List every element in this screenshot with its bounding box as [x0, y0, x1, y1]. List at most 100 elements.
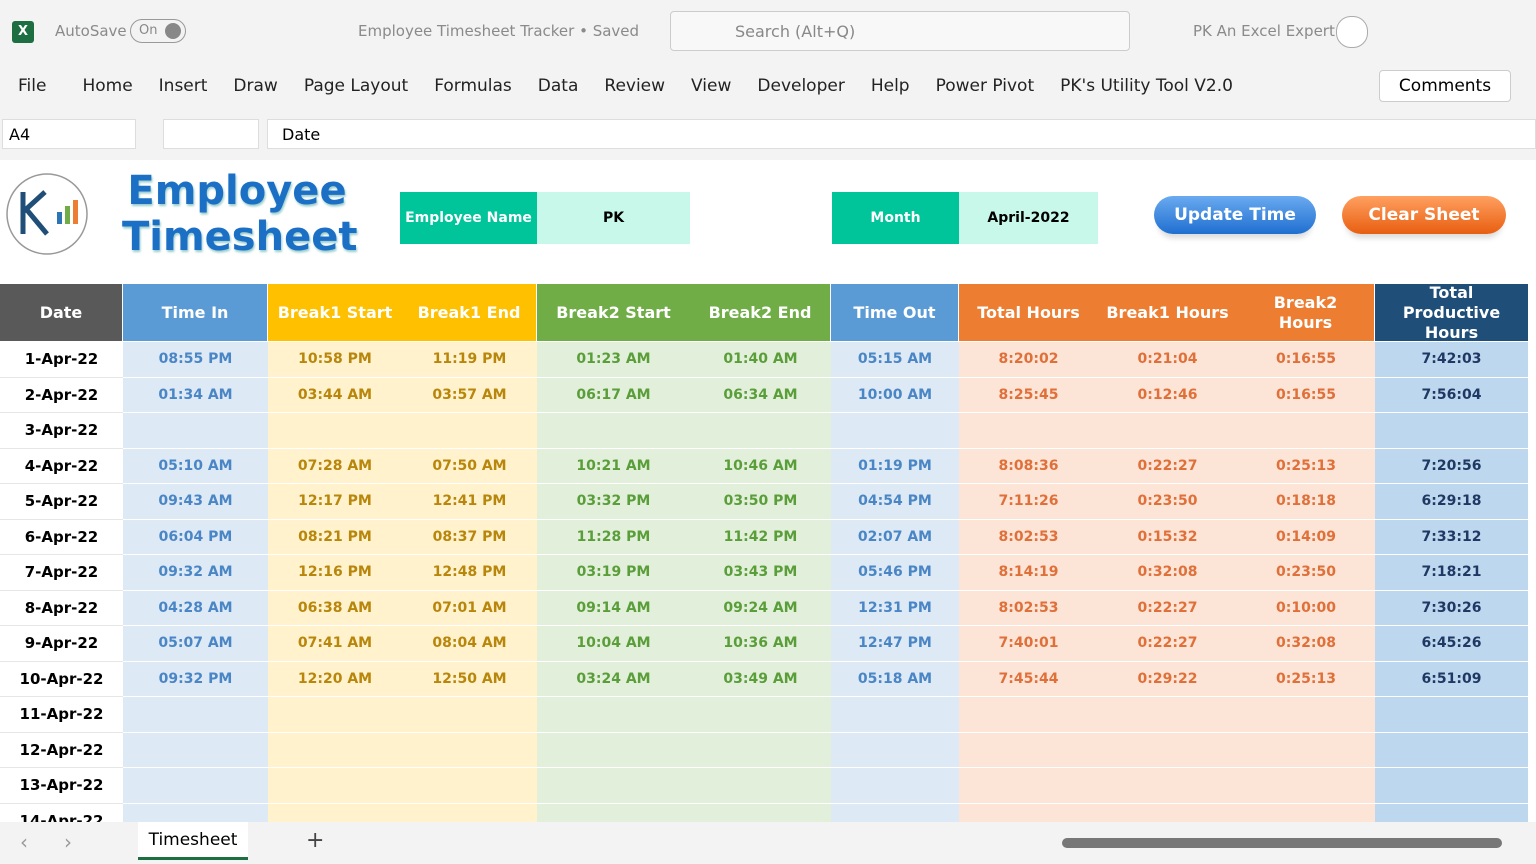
- time-cell[interactable]: [402, 803, 537, 822]
- time-cell[interactable]: 7:42:03: [1375, 342, 1528, 378]
- time-cell[interactable]: 6:51:09: [1375, 661, 1528, 697]
- time-cell[interactable]: [402, 768, 537, 804]
- ribbon-tab[interactable]: Help: [870, 76, 910, 96]
- time-cell[interactable]: 0:32:08: [1098, 555, 1237, 591]
- time-cell[interactable]: 8:02:53: [959, 590, 1098, 626]
- time-cell[interactable]: [268, 768, 402, 804]
- time-cell[interactable]: 0:32:08: [1237, 626, 1375, 662]
- employee-value[interactable]: PK: [537, 192, 690, 244]
- time-cell[interactable]: 04:54 PM: [831, 484, 959, 520]
- ribbon-tab[interactable]: Power Pivot: [935, 76, 1035, 96]
- time-cell[interactable]: 11:28 PM: [537, 519, 690, 555]
- time-cell[interactable]: 10:36 AM: [690, 626, 831, 662]
- time-cell[interactable]: [402, 413, 537, 449]
- ribbon-tab[interactable]: Page Layout: [303, 76, 409, 96]
- time-cell[interactable]: [1237, 768, 1375, 804]
- date-cell[interactable]: 9-Apr-22: [0, 626, 123, 662]
- time-cell[interactable]: [123, 697, 268, 733]
- time-cell[interactable]: [537, 413, 690, 449]
- formula-input[interactable]: Date: [267, 119, 1536, 149]
- time-cell[interactable]: 8:20:02: [959, 342, 1098, 378]
- date-cell[interactable]: 1-Apr-22: [0, 342, 123, 378]
- time-cell[interactable]: 7:18:21: [1375, 555, 1528, 591]
- time-cell[interactable]: [831, 732, 959, 768]
- time-cell[interactable]: [268, 697, 402, 733]
- date-cell[interactable]: 10-Apr-22: [0, 661, 123, 697]
- document-title[interactable]: Employee Timesheet Tracker • Saved: [358, 22, 640, 40]
- search-box[interactable]: Search (Alt+Q): [670, 11, 1130, 51]
- ribbon-tab[interactable]: Data: [537, 76, 579, 96]
- user-name[interactable]: PK An Excel Expert: [1193, 22, 1335, 40]
- time-cell[interactable]: 06:17 AM: [537, 377, 690, 413]
- time-cell[interactable]: [1375, 697, 1528, 733]
- time-cell[interactable]: [1237, 697, 1375, 733]
- time-cell[interactable]: 12:47 PM: [831, 626, 959, 662]
- time-cell[interactable]: [690, 697, 831, 733]
- date-cell[interactable]: 13-Apr-22: [0, 768, 123, 804]
- time-cell[interactable]: [1237, 413, 1375, 449]
- time-cell[interactable]: 0:25:13: [1237, 661, 1375, 697]
- time-cell[interactable]: 7:20:56: [1375, 448, 1528, 484]
- time-cell[interactable]: 12:31 PM: [831, 590, 959, 626]
- month-value[interactable]: April-2022: [959, 192, 1098, 244]
- time-cell[interactable]: 12:20 AM: [268, 661, 402, 697]
- time-cell[interactable]: [537, 803, 690, 822]
- time-cell[interactable]: 0:22:27: [1098, 590, 1237, 626]
- time-cell[interactable]: [1098, 732, 1237, 768]
- time-cell[interactable]: 0:25:13: [1237, 448, 1375, 484]
- time-cell[interactable]: 0:29:22: [1098, 661, 1237, 697]
- date-cell[interactable]: 8-Apr-22: [0, 590, 123, 626]
- time-cell[interactable]: 11:19 PM: [402, 342, 537, 378]
- time-cell[interactable]: [123, 732, 268, 768]
- time-cell[interactable]: 01:34 AM: [123, 377, 268, 413]
- time-cell[interactable]: [268, 413, 402, 449]
- time-cell[interactable]: 7:45:44: [959, 661, 1098, 697]
- time-cell[interactable]: 07:01 AM: [402, 590, 537, 626]
- time-cell[interactable]: 7:30:26: [1375, 590, 1528, 626]
- time-cell[interactable]: 05:18 AM: [831, 661, 959, 697]
- ribbon-tab[interactable]: Insert: [158, 76, 208, 96]
- time-cell[interactable]: 7:33:12: [1375, 519, 1528, 555]
- date-cell[interactable]: 6-Apr-22: [0, 519, 123, 555]
- time-cell[interactable]: 10:04 AM: [537, 626, 690, 662]
- time-cell[interactable]: 10:21 AM: [537, 448, 690, 484]
- time-cell[interactable]: 04:28 AM: [123, 590, 268, 626]
- time-cell[interactable]: 01:40 AM: [690, 342, 831, 378]
- time-cell[interactable]: 06:34 AM: [690, 377, 831, 413]
- time-cell[interactable]: 01:19 PM: [831, 448, 959, 484]
- time-cell[interactable]: 01:23 AM: [537, 342, 690, 378]
- time-cell[interactable]: [402, 697, 537, 733]
- time-cell[interactable]: 12:41 PM: [402, 484, 537, 520]
- time-cell[interactable]: [123, 803, 268, 822]
- name-box[interactable]: A4: [2, 119, 136, 149]
- time-cell[interactable]: 8:08:36: [959, 448, 1098, 484]
- time-cell[interactable]: [831, 768, 959, 804]
- time-cell[interactable]: 07:28 AM: [268, 448, 402, 484]
- time-cell[interactable]: 0:16:55: [1237, 377, 1375, 413]
- time-cell[interactable]: 6:29:18: [1375, 484, 1528, 520]
- scroll-left[interactable]: ‹: [20, 830, 28, 854]
- time-cell[interactable]: 09:14 AM: [537, 590, 690, 626]
- time-cell[interactable]: [690, 768, 831, 804]
- fx-icon[interactable]: [163, 119, 259, 149]
- time-cell[interactable]: 09:24 AM: [690, 590, 831, 626]
- time-cell[interactable]: 08:37 PM: [402, 519, 537, 555]
- time-cell[interactable]: [537, 697, 690, 733]
- time-cell[interactable]: 10:46 AM: [690, 448, 831, 484]
- ribbon-tab[interactable]: View: [691, 76, 732, 96]
- time-cell[interactable]: 03:24 AM: [537, 661, 690, 697]
- time-cell[interactable]: 0:14:09: [1237, 519, 1375, 555]
- time-cell[interactable]: 8:02:53: [959, 519, 1098, 555]
- update-time-button[interactable]: Update Time: [1154, 196, 1316, 234]
- time-cell[interactable]: [959, 697, 1098, 733]
- time-cell[interactable]: [690, 803, 831, 822]
- time-cell[interactable]: 12:17 PM: [268, 484, 402, 520]
- time-cell[interactable]: 6:45:26: [1375, 626, 1528, 662]
- ribbon-tab[interactable]: PK's Utility Tool V2.0: [1060, 76, 1233, 96]
- time-cell[interactable]: [1098, 697, 1237, 733]
- time-cell[interactable]: 06:38 AM: [268, 590, 402, 626]
- time-cell[interactable]: 12:48 PM: [402, 555, 537, 591]
- time-cell[interactable]: [268, 732, 402, 768]
- date-cell[interactable]: 5-Apr-22: [0, 484, 123, 520]
- time-cell[interactable]: 07:41 AM: [268, 626, 402, 662]
